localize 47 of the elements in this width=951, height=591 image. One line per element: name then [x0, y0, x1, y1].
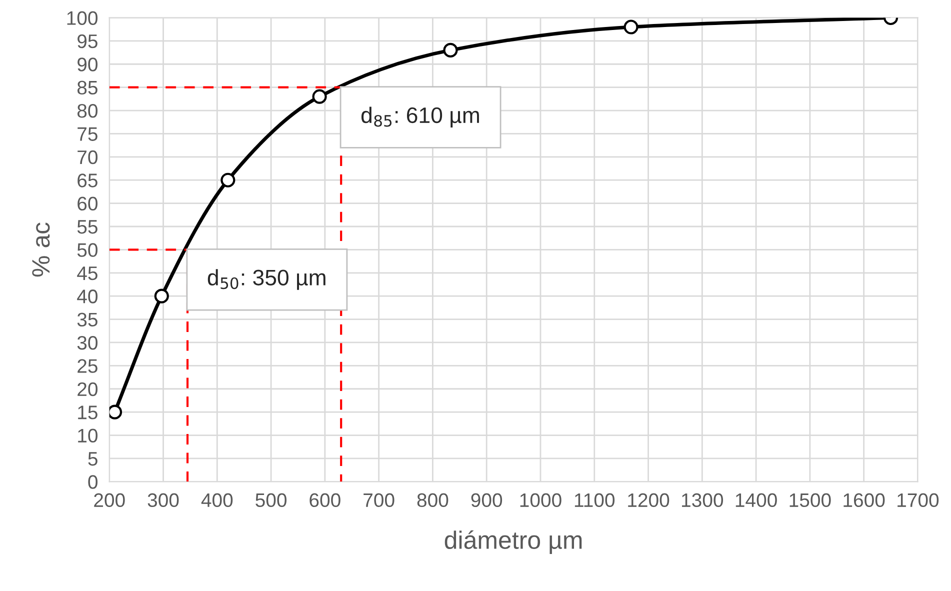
y-tick-label: 0: [88, 475, 98, 489]
x-tick-label: 600: [310, 493, 340, 508]
x-tick-label: 1000: [520, 493, 562, 508]
y-tick-label: 15: [78, 406, 98, 420]
x-tick-label: 500: [256, 493, 286, 508]
y-tick-label: 100: [67, 11, 98, 25]
y-tick-label: 80: [77, 104, 98, 118]
y-tick-label: 50: [77, 243, 98, 257]
point: [443, 42, 458, 58]
point: [624, 20, 638, 34]
y-tick-label: 75: [78, 127, 98, 141]
y-tick-label: 70: [78, 150, 98, 164]
x-tick-label: 1100: [574, 493, 615, 508]
y-tick-label: 95: [78, 34, 98, 48]
x-tick-label: 1600: [844, 493, 885, 508]
point: [312, 89, 327, 104]
annotation: d$_{50}$: 350 µm: [208, 269, 326, 290]
x-tick-label: 900: [471, 493, 502, 508]
x-tick-label: 700: [364, 493, 394, 508]
y-tick-label: 55: [77, 220, 98, 234]
x-axis-title: diámetro µm: [444, 530, 582, 554]
y-tick-label: 60: [78, 196, 98, 211]
y-tick-label: 5: [88, 452, 98, 466]
y-tick-label: 30: [77, 336, 98, 350]
point: [109, 404, 122, 420]
x-tick-label: 1700: [898, 493, 939, 508]
x-tick-label: 800: [417, 493, 448, 508]
annotation: d$_{85}$: 610 µm: [361, 106, 479, 128]
y-tick-label: 40: [77, 290, 98, 304]
y-tick-label: 20: [78, 382, 98, 396]
x-tick-label: 1200: [628, 493, 670, 508]
point: [154, 288, 169, 304]
y-tick-label: 10: [78, 428, 98, 443]
x-tick-label: 1300: [682, 493, 724, 508]
y-tick-label: 45: [77, 266, 98, 280]
y-tick-label: 90: [78, 58, 98, 72]
x-tick-label: 200: [94, 493, 125, 508]
x-tick-label: 1500: [790, 493, 831, 508]
x-tick-label: 1400: [736, 493, 777, 508]
y-tick-label: 35: [77, 312, 98, 327]
y-axis-title: % ac: [32, 222, 50, 277]
y-tick-label: 65: [78, 174, 98, 188]
point: [220, 172, 236, 188]
y-tick-label: 25: [78, 359, 98, 373]
y-tick-label: 85: [77, 80, 98, 95]
x-tick-label: 400: [201, 493, 233, 508]
x-tick-label: 300: [148, 493, 179, 508]
